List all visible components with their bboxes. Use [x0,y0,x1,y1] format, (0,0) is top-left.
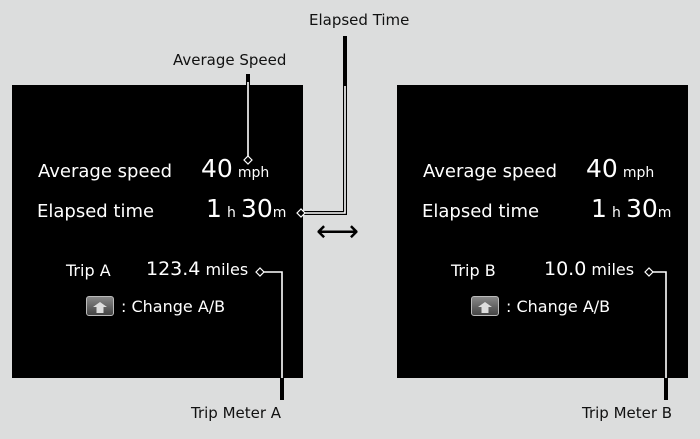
trip-label: Trip A [66,261,111,280]
steering-switch-up-icon [86,296,114,316]
average-speed-value: 40 mph [201,154,270,183]
elapsed-time-label: Elapsed time [37,201,155,222]
callout-elapsed-time: Elapsed Time [309,11,410,29]
callout-trip-meter-b: Trip Meter B [582,404,673,422]
change-ab-hint: : Change A/B [121,297,226,316]
average-speed-label: Average speed [423,161,558,182]
callout-average-speed: Average Speed [173,51,287,69]
trip-label: Trip B [451,261,496,280]
toggle-arrow-icon: ⟷ [316,214,360,249]
elapsed-time-value: 1 h 30m [591,194,672,223]
trip-value: 123.4 miles [146,258,249,280]
display-panel-trip-b [397,85,688,378]
elapsed-time-value: 1 h 30m [206,194,287,223]
elapsed-time-label: Elapsed time [422,201,540,222]
callout-trip-meter-a: Trip Meter A [191,404,282,422]
average-speed-value: 40 mph [586,154,655,183]
change-ab-hint: : Change A/B [506,297,611,316]
average-speed-label: Average speed [38,161,173,182]
trip-value: 10.0 miles [544,258,635,280]
display-panel-trip-a [12,85,303,378]
steering-switch-up-icon [471,296,499,316]
